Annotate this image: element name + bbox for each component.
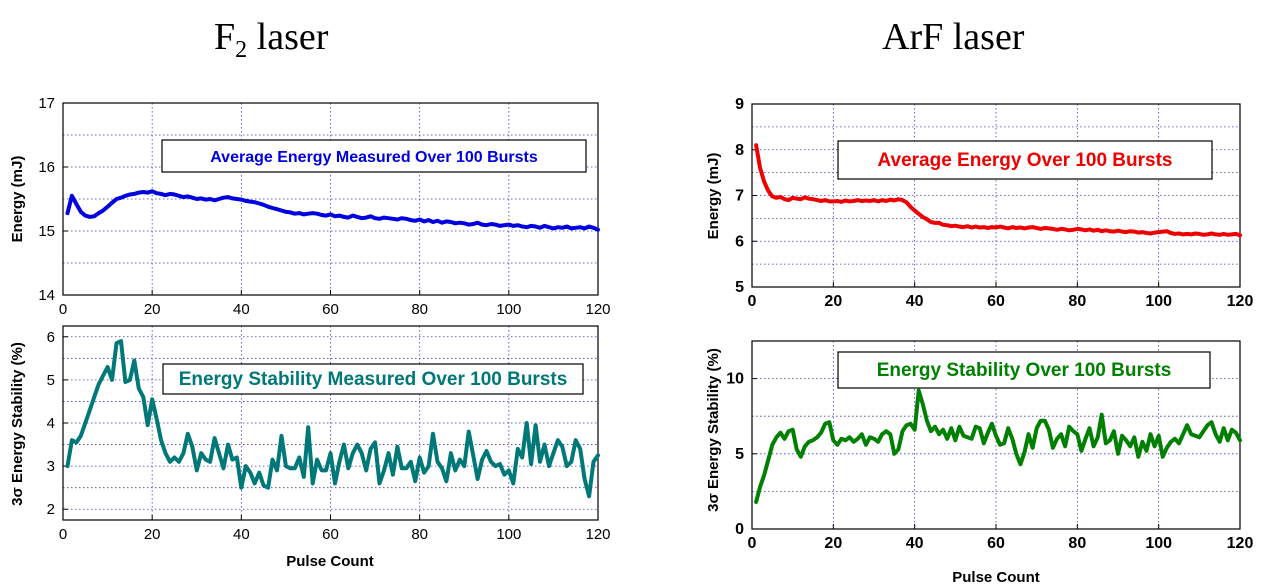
series-line bbox=[754, 388, 1242, 504]
y-tick-label: 0 bbox=[735, 521, 744, 538]
y-tick-label: 15 bbox=[38, 223, 55, 240]
y-tick-label: 2 bbox=[47, 501, 55, 518]
x-tick-label: 0 bbox=[748, 293, 757, 310]
y-tick-label: 4 bbox=[47, 415, 55, 432]
x-tick-label: 60 bbox=[987, 293, 1005, 310]
series-line bbox=[754, 143, 1242, 238]
x-tick-label: 60 bbox=[322, 526, 339, 543]
y-axis-label: 3σ Energy Stability (%) bbox=[9, 342, 26, 506]
x-tick-label: 100 bbox=[1145, 535, 1172, 552]
x-tick-label: 20 bbox=[144, 526, 161, 543]
x-tick-label: 40 bbox=[906, 535, 924, 552]
x-tick-label: 120 bbox=[585, 526, 610, 543]
y-axis-label: Energy (mJ) bbox=[705, 153, 722, 240]
x-tick-label: 20 bbox=[824, 293, 842, 310]
y-tick-label: 16 bbox=[38, 159, 55, 176]
x-tick-label: 80 bbox=[1068, 293, 1086, 310]
x-tick-label: 40 bbox=[233, 301, 250, 318]
x-tick-label: 0 bbox=[59, 301, 67, 318]
series-line bbox=[65, 189, 600, 232]
x-tick-label: 80 bbox=[411, 526, 428, 543]
x-tick-label: 20 bbox=[824, 535, 842, 552]
heading-arf-laser: ArF laser bbox=[882, 16, 1025, 58]
y-tick-label: 7 bbox=[735, 188, 744, 205]
chart-arf-energy: 5 6 7 8 9 0 20 40 60 80 100 120 Average Energy Over … bbox=[705, 96, 1253, 310]
y-tick-label: 17 bbox=[38, 95, 55, 112]
x-tick-label: 60 bbox=[322, 301, 339, 318]
y-tick-label: 5 bbox=[735, 446, 744, 463]
x-tick-label: 100 bbox=[496, 301, 521, 318]
y-axis-label: 3σ Energy Stability (%) bbox=[705, 348, 722, 512]
x-tick-label: 80 bbox=[1068, 535, 1086, 552]
x-tick-label: 120 bbox=[585, 301, 610, 318]
y-tick-label: 10 bbox=[726, 371, 744, 388]
annotation-box bbox=[837, 140, 1213, 180]
x-tick-label: 100 bbox=[496, 526, 521, 543]
y-tick-label: 14 bbox=[38, 287, 55, 304]
x-tick-label: 0 bbox=[59, 526, 67, 543]
annotation-box bbox=[161, 139, 587, 173]
heading-f2-laser: F2 laser bbox=[214, 16, 329, 63]
annotation-text: Average Energy Over 100 Bursts bbox=[877, 150, 1172, 171]
x-tick-label: 80 bbox=[411, 301, 428, 318]
annotation-box bbox=[162, 363, 584, 395]
annotation-text: Average Energy Measured Over 100 Bursts bbox=[210, 149, 538, 166]
x-tick-label: 40 bbox=[233, 526, 250, 543]
annotation-text: Energy Stability Measured Over 100 Burst… bbox=[179, 369, 568, 390]
x-tick-label: 0 bbox=[748, 535, 757, 552]
y-tick-label: 9 bbox=[735, 96, 744, 113]
y-tick-label: 6 bbox=[735, 233, 744, 250]
x-tick-label: 120 bbox=[1227, 535, 1254, 552]
x-axis-label: Pulse Count bbox=[286, 553, 374, 570]
y-tick-label: 8 bbox=[735, 142, 744, 159]
x-tick-label: 40 bbox=[906, 293, 924, 310]
y-tick-label: 5 bbox=[735, 279, 744, 296]
x-tick-label: 20 bbox=[144, 301, 161, 318]
y-tick-label: 5 bbox=[47, 372, 55, 389]
y-tick-label: 3 bbox=[47, 458, 55, 475]
x-tick-label: 60 bbox=[987, 535, 1005, 552]
y-tick-label: 6 bbox=[47, 329, 55, 346]
chart-f2-energy: 14 15 16 17 0 20 40 60 80 100 120 Average Energy Me… bbox=[9, 95, 611, 318]
series-line bbox=[65, 339, 600, 499]
annotation-box bbox=[837, 351, 1211, 389]
x-axis-label: Pulse Count bbox=[952, 569, 1040, 586]
x-tick-label: 120 bbox=[1227, 293, 1254, 310]
x-tick-label: 100 bbox=[1145, 293, 1172, 310]
y-axis-label: Energy (mJ) bbox=[9, 156, 26, 243]
annotation-text: Energy Stability Over 100 Bursts bbox=[877, 360, 1172, 381]
